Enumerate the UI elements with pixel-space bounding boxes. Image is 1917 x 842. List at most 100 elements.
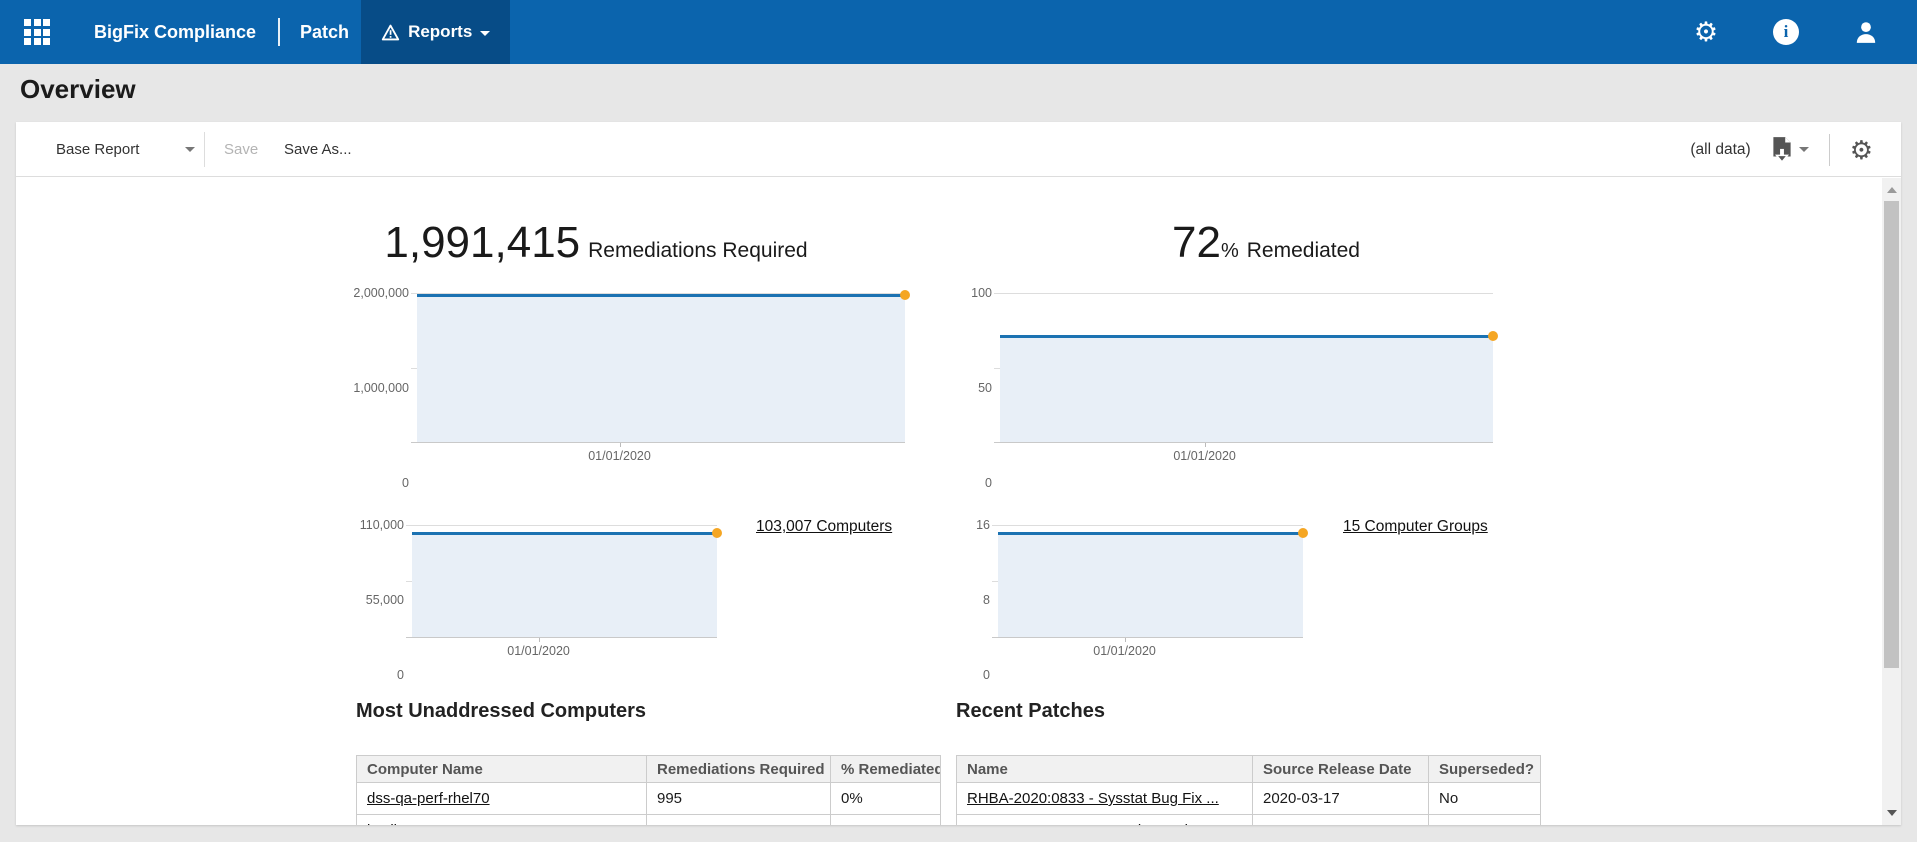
gridline bbox=[994, 293, 1493, 294]
scroll-down-arrow-icon[interactable] bbox=[1886, 810, 1897, 816]
column-header[interactable]: Superseded? bbox=[1428, 755, 1541, 783]
chart-plot-area: 01/01/2020 bbox=[992, 525, 1308, 658]
report-selector-dropdown[interactable]: Base Report bbox=[56, 122, 196, 177]
save-as-button[interactable]: Save As... bbox=[284, 141, 352, 158]
app-grid-icon[interactable] bbox=[24, 19, 50, 45]
scrollbar-thumb[interactable] bbox=[1884, 201, 1899, 668]
section-title-most-unaddressed: Most Unaddressed Computers bbox=[356, 700, 647, 722]
kpi-value: 1,991,415 bbox=[384, 218, 581, 267]
table-cell: 0% bbox=[830, 814, 941, 825]
chart-computer-groups-trend: 16 8 0 01/01/2020 bbox=[924, 518, 1308, 682]
top-nav-bar: BigFix Compliance Patch Reports ⚙ i bbox=[0, 0, 1917, 64]
kpi-value: 72 bbox=[1172, 218, 1221, 267]
x-axis-tick bbox=[538, 637, 540, 642]
settings-gear-button[interactable]: ⚙ bbox=[1691, 17, 1721, 47]
table-row: RHSA-2020:0834 - Kernel Security ... 202… bbox=[956, 814, 1541, 825]
vertical-scrollbar[interactable] bbox=[1882, 178, 1901, 825]
export-document-icon bbox=[1773, 136, 1791, 163]
chart-remediations-trend: 2,000,000 1,000,000 0 01/01/2020 bbox=[321, 286, 910, 490]
scroll-up-arrow-icon[interactable] bbox=[1886, 187, 1897, 193]
y-axis-tick-label: 0 bbox=[983, 668, 990, 682]
toolbar-divider bbox=[1828, 133, 1830, 166]
info-button[interactable]: i bbox=[1771, 17, 1801, 47]
save-button[interactable]: Save bbox=[224, 141, 259, 158]
chart-percent-remediated-trend: 100 50 0 01/01/2020 bbox=[926, 286, 1498, 490]
kpi-remediations-required: 1,991,415 Remediations Required bbox=[256, 218, 936, 268]
user-account-button[interactable] bbox=[1851, 17, 1881, 47]
patch-name-link[interactable]: RHBA-2020:0833 - Sysstat Bug Fix ... bbox=[967, 790, 1219, 807]
column-header[interactable]: Name bbox=[956, 755, 1253, 783]
toolbar-divider bbox=[204, 132, 205, 167]
table-cell: 2020-03-17 bbox=[1252, 782, 1429, 815]
table-row: iv-client-RHEL65 400 0% bbox=[356, 814, 941, 825]
series-area bbox=[998, 532, 1303, 637]
y-axis-tick-label: 0 bbox=[397, 668, 404, 682]
y-axis-tick-label: 2,000,000 bbox=[353, 286, 409, 300]
nav-section-patch[interactable]: Patch bbox=[300, 21, 350, 42]
table-cell: No bbox=[1428, 782, 1541, 815]
chevron-down-icon bbox=[1798, 147, 1809, 152]
computer-name-link[interactable]: iv-client-RHEL65 bbox=[367, 822, 480, 825]
series-endpoint-marker bbox=[712, 528, 722, 539]
table-header-row: Computer Name Remediations Required % Re… bbox=[356, 755, 941, 783]
gridline bbox=[411, 293, 905, 294]
gridline bbox=[992, 525, 1303, 526]
chevron-down-icon bbox=[185, 147, 196, 152]
brand-title: BigFix Compliance bbox=[94, 21, 257, 42]
gear-icon: ⚙ bbox=[1849, 134, 1873, 165]
gridline bbox=[994, 442, 1493, 443]
series-endpoint-marker bbox=[1298, 528, 1308, 538]
x-axis-label: 01/01/2020 bbox=[1093, 644, 1156, 658]
y-axis-labels: 110,000 55,000 0 bbox=[316, 518, 412, 682]
x-axis-tick bbox=[619, 442, 621, 447]
table-cell: 995 bbox=[646, 782, 831, 815]
report-settings-button[interactable]: ⚙ bbox=[1850, 137, 1873, 163]
most-unaddressed-computers-table: Computer Name Remediations Required % Re… bbox=[356, 755, 941, 825]
y-axis-tick-label: 8 bbox=[983, 593, 990, 607]
kpi-label: Remediations Required bbox=[588, 239, 808, 262]
table-cell: 2020-03-17 bbox=[1252, 814, 1429, 825]
y-axis-labels: 16 8 0 bbox=[924, 518, 998, 682]
y-axis-tick-label: 0 bbox=[985, 476, 992, 490]
page-title: Overview bbox=[20, 74, 136, 104]
toolbar-right-group: (all data) ⚙ bbox=[1690, 122, 1873, 177]
gridline bbox=[406, 525, 717, 526]
column-header[interactable]: % Remediated bbox=[830, 755, 941, 783]
x-axis-tick bbox=[1124, 637, 1126, 642]
patch-name-link[interactable]: RHSA-2020:0834 - Kernel Security ... bbox=[967, 822, 1216, 825]
warning-triangle-icon bbox=[381, 24, 400, 40]
gridline bbox=[406, 637, 717, 638]
y-axis-tick-label: 0 bbox=[402, 476, 409, 490]
computer-groups-link[interactable]: 15 Computer Groups bbox=[1343, 518, 1488, 535]
y-axis-tick-label: 16 bbox=[976, 518, 990, 532]
kpi-percent-remediated: 72% Remediated bbox=[946, 218, 1586, 268]
y-axis-tick-label: 55,000 bbox=[365, 593, 404, 607]
export-button[interactable] bbox=[1769, 136, 1809, 164]
y-axis-tick-label: 110,000 bbox=[359, 518, 404, 532]
tab-reports[interactable]: Reports bbox=[361, 0, 511, 64]
computers-link[interactable]: 103,007 Computers bbox=[756, 518, 893, 535]
kpi-unit: % bbox=[1220, 240, 1239, 262]
y-axis-tick-label: 50 bbox=[978, 381, 992, 395]
column-header[interactable]: Computer Name bbox=[356, 755, 647, 783]
y-axis-tick-label: 1,000,000 bbox=[353, 381, 409, 395]
computer-name-link[interactable]: dss-qa-perf-rhel70 bbox=[367, 790, 490, 807]
nav-divider bbox=[278, 18, 281, 46]
x-axis-label: 01/01/2020 bbox=[588, 449, 651, 463]
table-row: dss-qa-perf-rhel70 995 0% bbox=[356, 782, 941, 815]
table-header-row: Name Source Release Date Superseded? bbox=[956, 755, 1541, 783]
section-title-recent-patches: Recent Patches bbox=[956, 700, 1105, 722]
nav-icon-group: ⚙ i bbox=[1691, 0, 1881, 64]
report-selector-value: Base Report bbox=[56, 141, 140, 158]
table-cell: 400 bbox=[646, 814, 831, 825]
column-header[interactable]: Remediations Required bbox=[646, 755, 831, 783]
chart-plot-area: 01/01/2020 bbox=[406, 525, 722, 658]
chart-plot-area: 01/01/2020 bbox=[994, 293, 1498, 463]
x-axis-label: 01/01/2020 bbox=[507, 644, 570, 658]
tab-reports-label: Reports bbox=[408, 22, 473, 41]
gridline bbox=[411, 442, 905, 443]
kpi-label: Remediated bbox=[1246, 239, 1360, 262]
chart-plot-area: 01/01/2020 bbox=[411, 289, 910, 463]
info-icon: i bbox=[1773, 19, 1799, 45]
column-header[interactable]: Source Release Date bbox=[1252, 755, 1429, 783]
